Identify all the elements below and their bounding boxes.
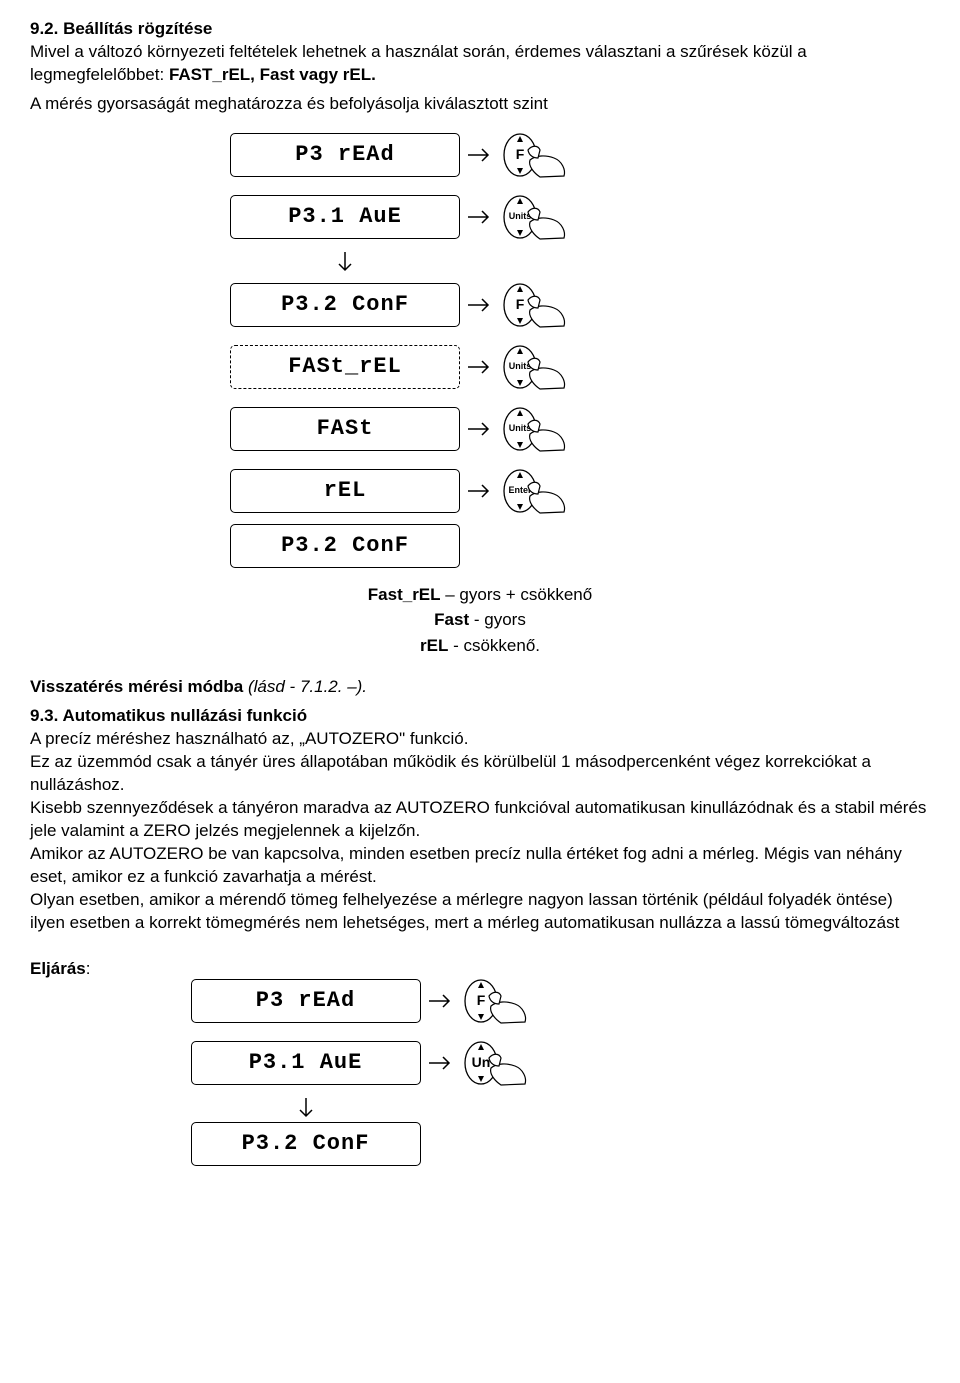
arrow-down-icon — [230, 250, 460, 272]
display-row: FASt_rEL Units — [230, 338, 930, 396]
para-9-3-3: Kisebb szennyeződések a tányéron maradva… — [30, 797, 930, 843]
display-row: P3 rEAd F — [191, 972, 529, 1030]
lcd-display: FASt_rEL — [230, 345, 460, 389]
arrow-right-icon — [421, 1054, 459, 1072]
eljaras-section: Eljárás: P3 rEAd F P3.1 AuE Un P3.2 ConF — [30, 958, 930, 1184]
heading-9-2: 9.2. Beállítás rögzítése — [30, 19, 212, 38]
arrow-right-icon — [460, 358, 498, 376]
filter-fast-name: Fast — [434, 610, 469, 629]
para-9-2-1b: FAST_rEL, Fast vagy rEL. — [169, 65, 376, 84]
arrow-down-icon — [191, 1096, 421, 1118]
diagram-filter-setup: P3 rEAd F P3.1 AuE Units P3.2 ConF F FASt_rEL U… — [230, 126, 930, 568]
arrow-right-icon — [460, 146, 498, 164]
arrow-right-icon — [460, 482, 498, 500]
diagram-autozero-setup: P3 rEAd F P3.1 AuE Un P3.2 ConF — [191, 968, 529, 1170]
para-9-2-1a: Mivel a változó környezeti feltételek le… — [30, 42, 807, 84]
hand-press-button-icon: Un — [459, 1034, 529, 1092]
display-row: FASt Units — [230, 400, 930, 458]
filter-definitions: Fast_rEL – gyors + csökkenő Fast - gyors… — [30, 582, 930, 659]
lcd-display: P3.2 ConF — [191, 1122, 421, 1166]
lcd-display: P3.1 AuE — [230, 195, 460, 239]
display-row: P3.1 AuE Un — [191, 1034, 529, 1092]
para-9-3-2: Ez az üzemmód csak a tányér üres állapot… — [30, 751, 930, 797]
display-row: P3.2 ConF F — [230, 276, 930, 334]
filter-fastrel-name: Fast_rEL — [368, 585, 441, 604]
heading-9-3: 9.3. Automatikus nullázási funkció — [30, 705, 930, 728]
lcd-display: P3.2 ConF — [230, 524, 460, 568]
hand-press-button-icon: Enter — [498, 462, 568, 520]
display-row: P3 rEAd F — [230, 126, 930, 184]
lcd-display: FASt — [230, 407, 460, 451]
return-bold: Visszatérés mérési módba — [30, 677, 248, 696]
filter-rel-desc: - csökkenő. — [448, 636, 540, 655]
svg-text:F: F — [516, 296, 525, 312]
para-9-3-5: Olyan esetben, amikor a mérendő tömeg fe… — [30, 889, 930, 935]
lcd-display: P3.1 AuE — [191, 1041, 421, 1085]
arrow-right-icon — [460, 208, 498, 226]
eljaras-label-text: Eljárás — [30, 959, 86, 978]
lcd-display: P3 rEAd — [230, 133, 460, 177]
hand-press-button-icon: Units — [498, 338, 568, 396]
return-italic: (lásd - 7.1.2. –). — [248, 677, 367, 696]
filter-fastrel-desc: – gyors + csökkenő — [441, 585, 593, 604]
para-9-3-1: A precíz méréshez használható az, „AUTOZ… — [30, 728, 930, 751]
hand-press-button-icon: Units — [498, 400, 568, 458]
arrow-right-icon — [421, 992, 459, 1010]
lcd-display: P3 rEAd — [191, 979, 421, 1023]
lcd-display: rEL — [230, 469, 460, 513]
display-row: P3.2 ConF — [230, 524, 930, 568]
para-9-2-2: A mérés gyorsaságát meghatározza és befo… — [30, 93, 930, 116]
display-row: rEL Enter — [230, 462, 930, 520]
hand-press-button-icon: F — [498, 276, 568, 334]
display-row: P3.1 AuE Units — [230, 188, 930, 246]
return-to-measure: Visszatérés mérési módba (lásd - 7.1.2. … — [30, 676, 930, 699]
eljaras-label: Eljárás: — [30, 958, 91, 981]
section-9-3: 9.3. Automatikus nullázási funkció A pre… — [30, 705, 930, 934]
para-9-3-4: Amikor az AUTOZERO be van kapcsolva, min… — [30, 843, 930, 889]
section-9-2-intro: 9.2. Beállítás rögzítése Mivel a változó… — [30, 18, 930, 87]
arrow-right-icon — [460, 296, 498, 314]
filter-fast-desc: - gyors — [469, 610, 526, 629]
display-row: P3.2 ConF — [191, 1122, 529, 1166]
hand-press-button-icon: Units — [498, 188, 568, 246]
filter-rel-name: rEL — [420, 636, 448, 655]
lcd-display: P3.2 ConF — [230, 283, 460, 327]
svg-text:Un: Un — [471, 1054, 490, 1070]
hand-press-button-icon: F — [498, 126, 568, 184]
svg-text:F: F — [516, 146, 525, 162]
svg-text:F: F — [476, 992, 485, 1008]
arrow-right-icon — [460, 420, 498, 438]
hand-press-button-icon: F — [459, 972, 529, 1030]
